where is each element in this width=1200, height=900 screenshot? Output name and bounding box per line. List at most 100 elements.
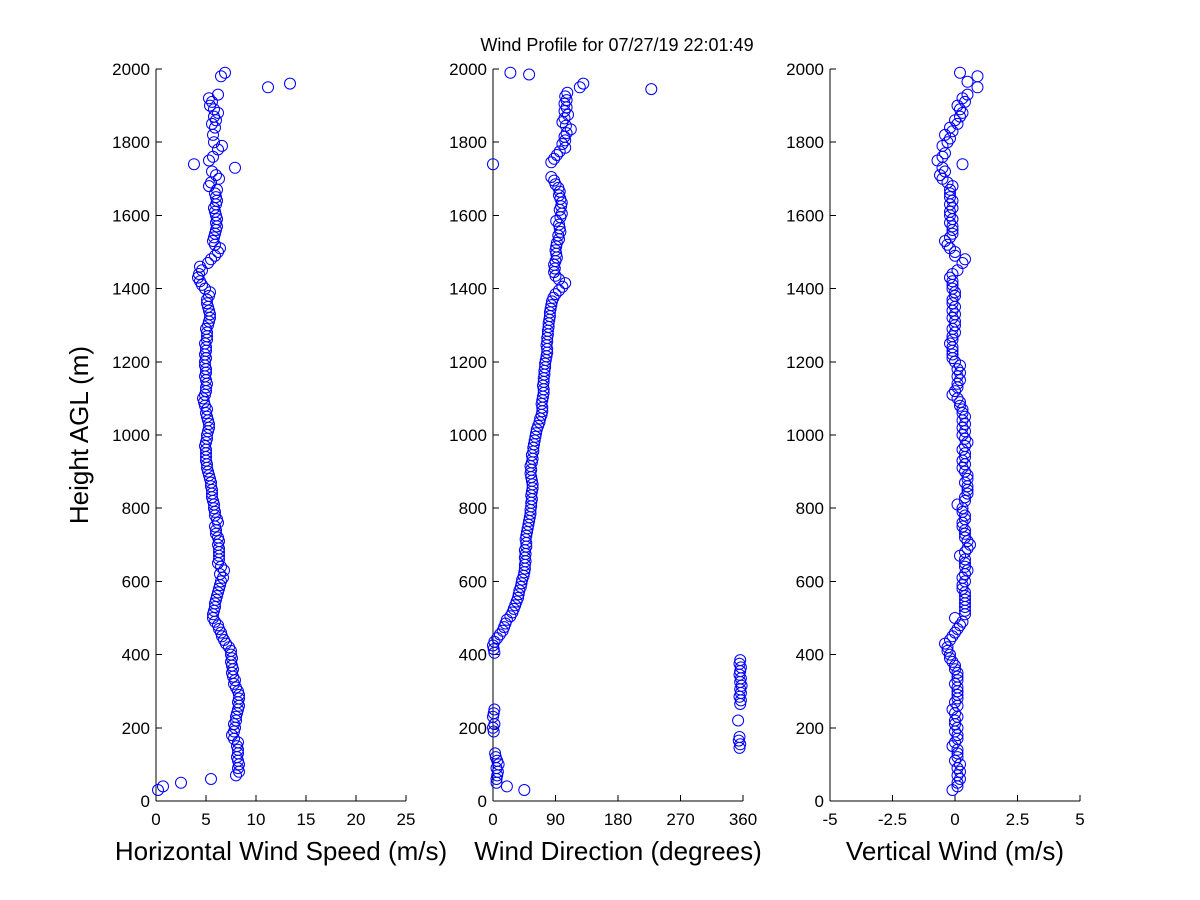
data-point	[489, 747, 502, 760]
x-tick-label: 0	[488, 810, 497, 829]
data-point	[961, 472, 974, 485]
series-points	[931, 66, 984, 796]
y-tick-label: 1000	[112, 426, 150, 445]
x-tick-label: 180	[604, 810, 632, 829]
data-point	[954, 396, 966, 409]
data-point	[949, 308, 961, 321]
x-tick-label: -5	[822, 810, 837, 829]
data-point	[956, 257, 969, 269]
data-point	[223, 641, 235, 654]
data-point	[210, 593, 222, 606]
data-point	[549, 244, 562, 257]
data-point	[949, 385, 961, 398]
data-point	[959, 253, 971, 266]
panel-1: 0 200 400 600 800 1000 1200 1400 1600 1800 2000 0 5 1…	[112, 60, 447, 866]
x-tick-label: 360	[729, 810, 757, 829]
y-tick-label: 2000	[112, 60, 150, 79]
data-point	[946, 227, 959, 240]
data-point	[959, 447, 971, 460]
data-point	[961, 535, 974, 548]
y-tick-label: 1000	[449, 426, 487, 445]
series-points	[152, 66, 296, 796]
data-point	[949, 289, 961, 302]
data-point	[487, 158, 499, 171]
data-point	[959, 527, 971, 540]
data-point	[545, 299, 558, 312]
data-point	[209, 520, 221, 533]
data-point	[949, 736, 961, 749]
data-point	[518, 784, 531, 796]
data-point	[205, 253, 217, 266]
data-point	[954, 66, 966, 79]
data-point	[944, 652, 956, 665]
data-point	[203, 469, 215, 482]
data-point	[203, 154, 215, 167]
data-point	[956, 158, 969, 171]
data-point	[206, 95, 218, 108]
x-tick-label: -2.5	[878, 810, 907, 829]
data-point	[553, 189, 565, 202]
data-point	[645, 83, 658, 96]
data-point	[198, 396, 210, 409]
data-point	[193, 268, 205, 280]
data-point	[199, 399, 211, 412]
data-point	[573, 81, 586, 94]
y-tick-label: 1400	[112, 280, 150, 299]
data-point	[959, 531, 971, 544]
y-tick-label: 1200	[112, 353, 150, 372]
data-point	[262, 81, 274, 94]
y-tick-label: 200	[122, 719, 150, 738]
data-point	[944, 191, 956, 204]
data-point	[545, 156, 558, 169]
data-point	[971, 81, 984, 94]
data-point	[211, 590, 223, 602]
data-point	[956, 429, 969, 441]
data-point	[959, 418, 971, 430]
data-point	[951, 674, 964, 687]
data-point	[964, 538, 976, 551]
data-point	[493, 628, 506, 641]
data-point	[211, 213, 223, 226]
y-tick-label: 1600	[786, 206, 824, 225]
y-tick-label: 1600	[112, 206, 150, 225]
data-point	[210, 209, 222, 222]
data-point	[961, 542, 974, 555]
data-point	[949, 714, 961, 727]
data-point	[500, 780, 513, 793]
data-point	[954, 110, 966, 123]
data-point	[949, 286, 961, 299]
data-point	[951, 710, 964, 723]
data-point	[951, 498, 964, 511]
data-point	[946, 630, 959, 643]
data-point	[212, 619, 224, 632]
data-point	[202, 257, 214, 269]
x-tick-label: 0	[151, 810, 160, 829]
data-point	[207, 235, 219, 247]
data-point	[212, 143, 224, 156]
data-point	[208, 231, 220, 244]
y-tick-label: 400	[796, 646, 824, 665]
data-point	[212, 586, 224, 599]
data-point	[961, 88, 974, 101]
data-point	[199, 440, 211, 452]
data-point	[951, 688, 964, 701]
data-point	[959, 410, 971, 423]
data-point	[533, 416, 546, 429]
panel-3: 0 200 400 600 800 1000 1200 1400 1600 1800 2000 -5 -…	[786, 60, 1085, 866]
panel-2: 0 200 400 600 800 1000 1200 1400 1600 1800 2000 0 90…	[449, 60, 762, 866]
data-point	[961, 487, 974, 500]
data-point	[961, 564, 974, 577]
data-point	[956, 520, 969, 533]
data-point	[553, 218, 565, 231]
data-point	[954, 366, 966, 379]
y-tick-label: 1600	[449, 206, 487, 225]
data-point	[211, 194, 223, 207]
data-point	[214, 579, 226, 592]
data-point	[512, 588, 525, 601]
y-tick-label: 600	[796, 572, 824, 591]
data-point	[523, 68, 536, 81]
y-tick-label: 0	[478, 792, 487, 811]
data-point	[489, 751, 502, 764]
x-tick-label: 5	[201, 810, 210, 829]
y-tick-label: 0	[815, 792, 824, 811]
